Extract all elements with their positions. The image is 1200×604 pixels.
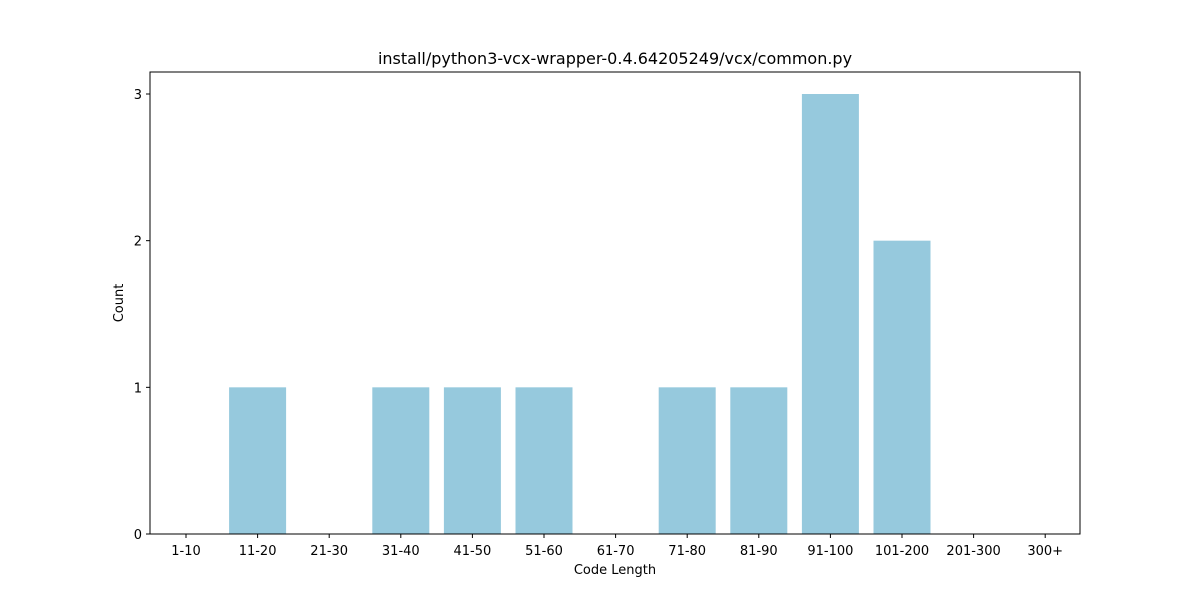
x-tick-label: 61-70 [597,544,635,559]
x-tick-label: 201-300 [946,544,1000,559]
x-tick-label: 41-50 [454,544,492,559]
x-tick-label: 11-20 [239,544,277,559]
y-tick-label: 0 [134,528,142,543]
x-tick-label: 300+ [1027,544,1063,559]
y-axis-ticks: 0 1 2 3 [134,88,150,543]
x-tick-label: 21-30 [310,544,348,559]
x-axis-label: Code Length [574,563,656,578]
bar-11-20 [229,387,287,534]
x-tick-label: 1-10 [171,544,201,559]
x-tick-label: 51-60 [525,544,563,559]
bar-101-200 [873,240,931,535]
y-tick-label: 2 [134,235,142,250]
x-tick-label: 71-80 [668,544,706,559]
bars-layer [229,94,931,535]
y-tick-label: 1 [134,381,142,396]
bar-41-50 [443,387,501,534]
bar-81-90 [730,387,788,534]
x-axis-ticks: 1-10 11-20 21-30 31-40 41-50 51-60 61-70 71-80 8… [171,534,1063,559]
y-axis-label: Count [112,284,127,323]
x-tick-label: 101-200 [875,544,929,559]
x-tick-label: 91-100 [807,544,853,559]
x-tick-label: 31-40 [382,544,420,559]
plot-frame [149,71,1081,535]
chart-title: install/python3-vcx-wrapper-0.4.64205249… [378,49,852,68]
y-tick-label: 3 [134,88,142,103]
bar-91-100 [801,94,859,534]
bar-71-80 [658,387,716,534]
x-tick-label: 81-90 [740,544,778,559]
bar-51-60 [515,387,573,534]
bar-31-40 [372,387,430,534]
